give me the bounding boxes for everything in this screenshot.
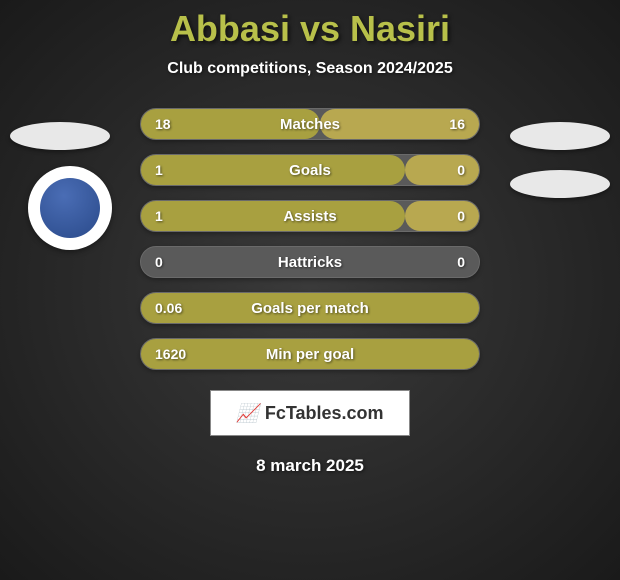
- stat-value-left: 0: [155, 254, 163, 270]
- team-logo-icon: [40, 178, 100, 238]
- player-right-placeholder-1: [510, 122, 610, 150]
- page-title: Abbasi vs Nasiri: [170, 8, 450, 50]
- stat-row: 18 Matches 16: [140, 108, 480, 140]
- chart-icon: 📈: [236, 403, 258, 424]
- player-left-placeholder-1: [10, 122, 110, 150]
- stat-value-right: 16: [449, 116, 465, 132]
- date-text: 8 march 2025: [256, 456, 364, 476]
- stat-value-left: 1620: [155, 346, 186, 362]
- team-logo-left: [28, 166, 112, 250]
- stat-value-right: 0: [457, 162, 465, 178]
- stat-value-left: 0.06: [155, 300, 182, 316]
- stat-row: 0 Hattricks 0: [140, 246, 480, 278]
- stat-row: 1620 Min per goal: [140, 338, 480, 370]
- stat-label: Goals per match: [251, 300, 369, 317]
- player-right-placeholder-2: [510, 170, 610, 198]
- branding-box[interactable]: 📈 FcTables.com: [210, 390, 410, 436]
- stat-row: 1 Assists 0: [140, 200, 480, 232]
- stat-row: 0.06 Goals per match: [140, 292, 480, 324]
- stat-label: Assists: [283, 208, 336, 225]
- stat-bar-right: [405, 155, 479, 185]
- stat-label: Min per goal: [266, 346, 354, 363]
- stat-row: 1 Goals 0: [140, 154, 480, 186]
- stat-value-right: 0: [457, 254, 465, 270]
- stats-column: 18 Matches 16 1 Goals 0 1 Assists 0 0 Hattricks 0 0.…: [140, 108, 480, 370]
- stat-label: Matches: [280, 116, 340, 133]
- stat-label: Goals: [289, 162, 331, 179]
- stats-area: 18 Matches 16 1 Goals 0 1 Assists 0 0 Hattricks 0 0.…: [0, 108, 620, 370]
- stat-value-left: 1: [155, 208, 163, 224]
- stat-bar-left: [141, 201, 405, 231]
- page-subtitle: Club competitions, Season 2024/2025: [167, 60, 452, 78]
- branding-text: FcTables.com: [265, 403, 384, 424]
- main-container: Abbasi vs Nasiri Club competitions, Seas…: [0, 0, 620, 580]
- stat-label: Hattricks: [278, 254, 342, 271]
- stat-value-left: 18: [155, 116, 171, 132]
- stat-value-right: 0: [457, 208, 465, 224]
- stat-bar-left: [141, 155, 405, 185]
- stat-value-left: 1: [155, 162, 163, 178]
- stat-bar-right: [405, 201, 479, 231]
